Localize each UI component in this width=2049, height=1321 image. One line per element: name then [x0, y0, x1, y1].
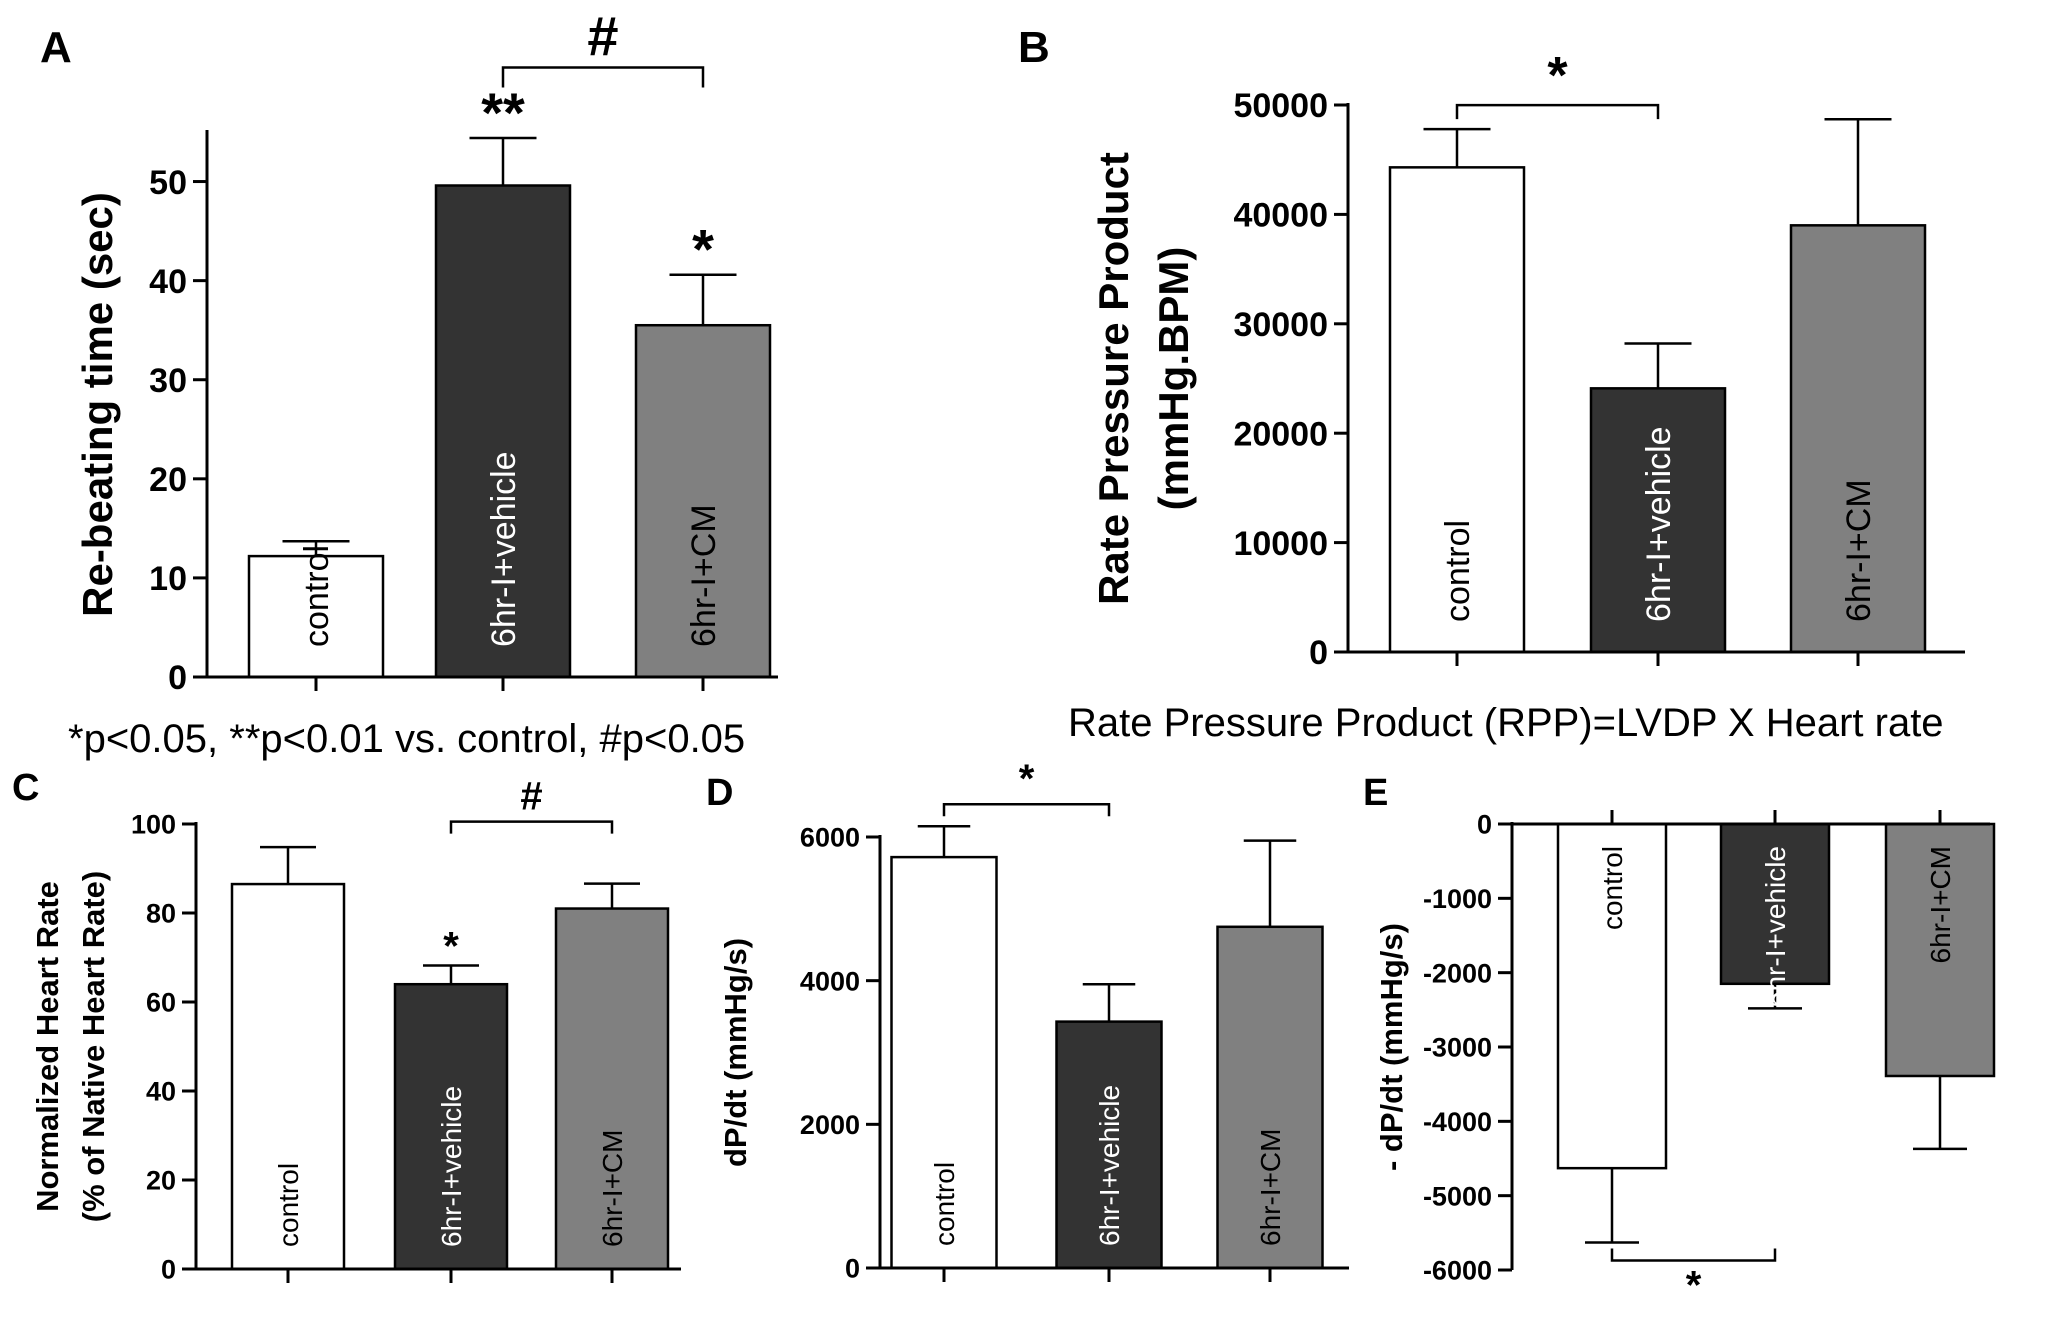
bar-label-c-control: control	[273, 1163, 304, 1247]
bar-a-6hr-i-cm	[634, 323, 772, 679]
bar-label-a-control: control	[298, 545, 336, 647]
bar-a-control	[247, 554, 385, 679]
y-tick-label-e-2: -2000	[1423, 958, 1492, 988]
y-tick-label-e-4: -4000	[1423, 1107, 1492, 1137]
y-tick-label-e-1: -1000	[1423, 884, 1492, 914]
y-tick-label-d-1: 2000	[800, 1110, 860, 1140]
y-tick-label-c-5: 100	[131, 810, 176, 840]
bar-label-c-6hr-i-cm: 6hr-I+CM	[597, 1130, 628, 1247]
bar-e-control	[1556, 822, 1668, 1170]
significance-marker-a-6hr-i-cm: *	[692, 218, 714, 281]
note-significance: *p<0.05, **p<0.01 vs. control, #p<0.05	[68, 717, 745, 761]
y-tick-label-b-0: 0	[1309, 634, 1328, 672]
y-tick-label-b-2: 20000	[1233, 415, 1328, 453]
y-tick-label-d-3: 6000	[800, 823, 860, 853]
significance-marker-c-6hr-i-vehicle: *	[443, 925, 459, 969]
significance-bracket-label-d-0: *	[1019, 757, 1035, 801]
bar-label-b-control: control	[1439, 520, 1477, 622]
y-tick-label-a-5: 50	[149, 164, 187, 202]
y-axis-label-e: - dP/dt (mmHg/s)	[1374, 923, 1409, 1171]
y-tick-label-d-2: 4000	[800, 966, 860, 996]
panel-letter-c: C	[12, 767, 39, 809]
y-axis-label-2-c: (% of Native Heart Rate)	[76, 871, 111, 1222]
y-tick-label-a-4: 40	[149, 263, 187, 301]
bar-e-6hr-i-vehicle	[1719, 822, 1831, 986]
significance-bracket-d-0	[942, 802, 1111, 817]
y-axis-label-c: Normalized Heart Rate	[30, 881, 65, 1212]
bar-label-d-6hr-i-cm: 6hr-I+CM	[1255, 1129, 1286, 1246]
significance-bracket-label-a-0: #	[587, 5, 618, 68]
panel-letter-b: B	[1018, 23, 1050, 72]
significance-bracket-label-b-0: *	[1547, 47, 1568, 105]
y-tick-label-a-1: 10	[149, 560, 187, 598]
y-tick-label-b-4: 40000	[1233, 197, 1328, 235]
bar-d-control	[890, 855, 998, 1270]
bar-d-6hr-i-cm	[1216, 925, 1324, 1270]
bar-label-b-6hr-i-cm: 6hr-I+CM	[1840, 479, 1878, 622]
y-tick-label-b-3: 30000	[1233, 306, 1328, 344]
y-tick-label-e-0: 0	[1477, 810, 1492, 840]
bar-label-b-6hr-i-vehicle: 6hr-I+vehicle	[1640, 426, 1678, 622]
bar-label-d-control: control	[929, 1162, 960, 1246]
note-rpp-formula: Rate Pressure Product (RPP)=LVDP X Heart…	[1068, 701, 1944, 745]
y-tick-label-a-3: 30	[149, 362, 187, 400]
bar-label-a-6hr-i-vehicle: 6hr-I+vehicle	[485, 451, 523, 647]
y-axis-label-2-b: (mmHg.BPM)	[1150, 247, 1197, 511]
y-tick-label-e-3: -3000	[1423, 1033, 1492, 1063]
y-tick-label-c-4: 80	[146, 899, 176, 929]
bar-label-e-6hr-i-cm: 6hr-I+CM	[1925, 846, 1956, 963]
significance-bracket-label-e-0: *	[1686, 1263, 1702, 1307]
bar-label-e-control: control	[1597, 846, 1628, 930]
y-tick-label-b-5: 50000	[1233, 87, 1328, 125]
y-tick-label-c-1: 20	[146, 1166, 176, 1196]
significance-marker-a-6hr-i-vehicle: **	[481, 81, 525, 144]
bar-b-control	[1388, 166, 1526, 654]
y-tick-label-c-0: 0	[161, 1255, 176, 1285]
y-axis-label-a: Re-beating time (sec)	[74, 192, 121, 617]
y-tick-label-a-0: 0	[168, 659, 187, 697]
significance-bracket-a-0	[501, 66, 705, 88]
y-tick-label-a-2: 20	[149, 461, 187, 499]
significance-bracket-label-c-0: #	[520, 775, 542, 819]
y-tick-label-d-0: 0	[845, 1254, 860, 1284]
significance-bracket-b-0	[1455, 103, 1660, 120]
significance-bracket-e-0	[1610, 1248, 1777, 1262]
y-tick-label-e-5: -5000	[1423, 1181, 1492, 1211]
y-axis-label-d: dP/dt (mmHg/s)	[718, 938, 753, 1167]
panel-letter-d: D	[706, 772, 733, 814]
y-tick-label-b-1: 10000	[1233, 525, 1328, 563]
bar-label-d-6hr-i-vehicle: 6hr-I+vehicle	[1094, 1085, 1125, 1246]
y-tick-label-c-3: 60	[146, 988, 176, 1018]
y-axis-label-b: Rate Pressure Product	[1090, 152, 1137, 605]
y-tick-label-c-2: 40	[146, 1077, 176, 1107]
bar-b-6hr-i-vehicle	[1589, 387, 1727, 654]
bar-label-c-6hr-i-vehicle: 6hr-I+vehicle	[436, 1086, 467, 1247]
bar-label-a-6hr-i-cm: 6hr-I+CM	[685, 504, 723, 647]
y-tick-label-e-6: -6000	[1423, 1256, 1492, 1286]
significance-bracket-c-0	[449, 820, 614, 834]
bar-label-e-6hr-i-vehicle: 6hr-I+vehicle	[1760, 846, 1791, 1007]
panel-letter-a: A	[40, 23, 72, 72]
bar-e-6hr-i-cm	[1884, 822, 1996, 1078]
panel-letter-e: E	[1363, 772, 1388, 814]
